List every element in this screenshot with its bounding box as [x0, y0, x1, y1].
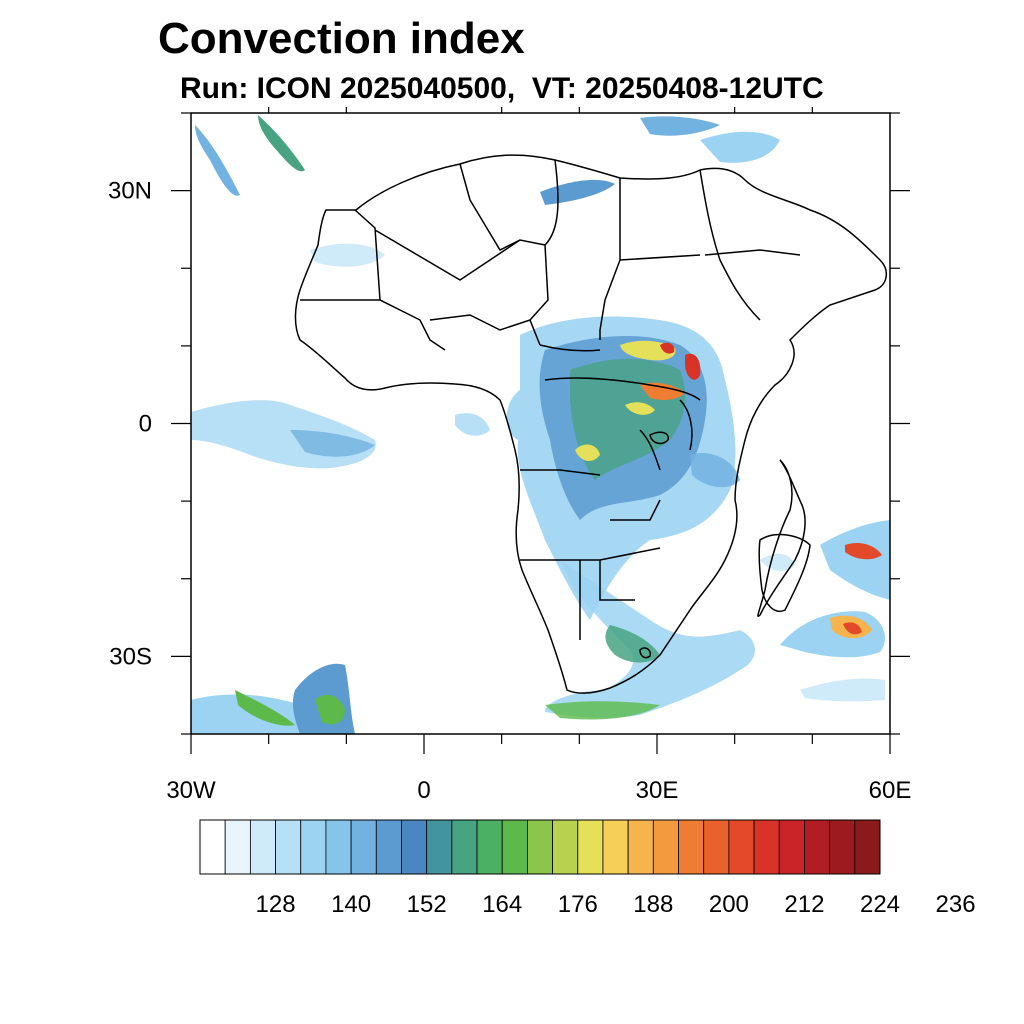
lon-label: 0 [417, 777, 430, 804]
colorbar-swatch [401, 819, 428, 875]
colorbar-swatch [627, 819, 654, 875]
colorbar-swatch [678, 819, 705, 875]
colorbar-swatch [552, 819, 579, 875]
colorbar-swatch [199, 819, 226, 875]
colorbar-swatch [703, 819, 730, 875]
colorbar-label: 152 [407, 891, 447, 918]
colorbar-swatch [300, 819, 327, 875]
colorbar-label: 236 [936, 891, 976, 918]
lat-label: 30N [108, 178, 152, 205]
lat-label: 30S [109, 643, 152, 670]
colorbar-swatch [350, 819, 377, 875]
lon-label: 30E [636, 777, 679, 804]
colorbar-swatch [652, 819, 679, 875]
lon-label: 30W [166, 777, 216, 804]
colorbar-swatch [275, 819, 302, 875]
colorbar: 128 140 152 164 176 188 200 212 224 236 [199, 819, 976, 918]
colorbar-label: 188 [633, 891, 673, 918]
chart-title: Convection index [158, 14, 525, 63]
chart-subtitle: Run: ICON 2025040500, VT: 20250408-12UTC [180, 72, 824, 105]
colorbar-label: 212 [784, 891, 824, 918]
lat-label: 0 [139, 411, 152, 438]
colorbar-swatch [224, 819, 251, 875]
colorbar-frame [199, 819, 881, 875]
lon-label: 60E [869, 777, 912, 804]
colorbar-swatch [577, 819, 604, 875]
colorbar-label: 176 [558, 891, 598, 918]
colorbar-label: 164 [482, 891, 522, 918]
colorbar-swatch [451, 819, 478, 875]
colorbar-swatch [728, 819, 755, 875]
colorbar-swatch [778, 819, 805, 875]
colorbar-label: 128 [256, 891, 296, 918]
colorbar-swatch [829, 819, 856, 875]
colorbar-swatch [249, 819, 276, 875]
colorbar-swatch [602, 819, 629, 875]
coastlines [294, 154, 887, 694]
colorbar-label: 200 [709, 891, 749, 918]
colorbar-swatch [501, 819, 528, 875]
colorbar-swatch [325, 819, 352, 875]
colorbar-swatch [375, 819, 402, 875]
colorbar-swatch [804, 819, 831, 875]
colorbar-swatch [527, 819, 553, 875]
colorbar-label: 140 [331, 891, 371, 918]
colorbar-swatch [426, 819, 453, 875]
colorbar-swatch [476, 819, 503, 875]
axes: 30W 0 30E 60E 30N 0 30S [108, 107, 911, 804]
colorbar-swatch [753, 819, 780, 875]
convection-field [191, 115, 890, 734]
colorbar-swatch [854, 819, 881, 875]
colorbar-label: 224 [860, 891, 900, 918]
